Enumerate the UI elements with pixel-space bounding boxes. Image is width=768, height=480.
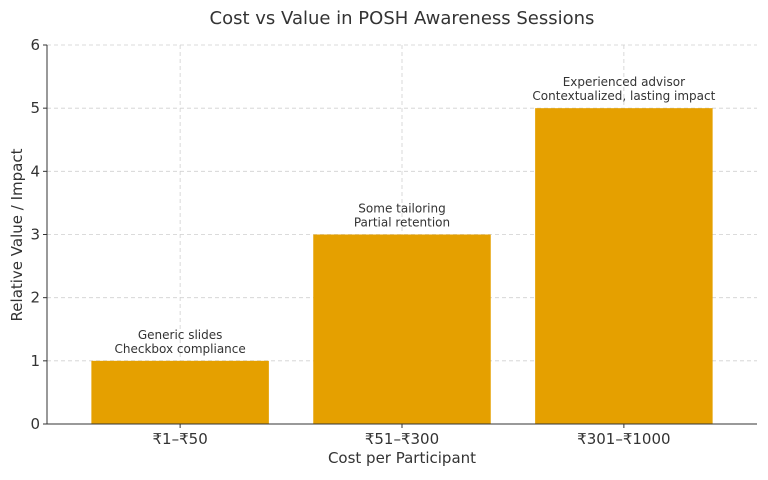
x-tick-label: ₹1–₹50 xyxy=(153,430,208,448)
bars xyxy=(91,108,713,425)
bar-annotation-line: Partial retention xyxy=(354,216,450,230)
tick-labels: 0 1 2 3 4 5 6 ₹1–₹50 ₹51–₹300 ₹301–₹1000 xyxy=(30,36,670,448)
bar-annotation-line: Checkbox compliance xyxy=(114,342,245,356)
y-tick-label: 1 xyxy=(30,352,40,370)
x-tick-label: ₹301–₹1000 xyxy=(577,430,670,448)
y-tick-label: 0 xyxy=(30,415,40,433)
y-tick-label: 3 xyxy=(30,226,40,244)
y-axis-label: Relative Value / Impact xyxy=(8,148,26,321)
bar xyxy=(535,108,713,425)
bar-annotation-line: Contextualized, lasting impact xyxy=(532,89,715,103)
bar-annotation-line: Experienced advisor xyxy=(563,75,685,89)
bar-annotation-line: Some tailoring xyxy=(358,202,445,216)
y-tick-label: 5 xyxy=(30,99,40,117)
x-axis-label: Cost per Participant xyxy=(328,449,476,467)
y-tick-label: 2 xyxy=(30,289,40,307)
y-tick-label: 4 xyxy=(30,162,40,180)
bar xyxy=(91,360,269,424)
y-tick-label: 6 xyxy=(30,36,40,54)
chart-title: Cost vs Value in POSH Awareness Sessions xyxy=(210,8,595,29)
x-tick-label: ₹51–₹300 xyxy=(365,430,439,448)
bar-annotation-line: Generic slides xyxy=(138,328,223,342)
bar xyxy=(313,234,491,424)
